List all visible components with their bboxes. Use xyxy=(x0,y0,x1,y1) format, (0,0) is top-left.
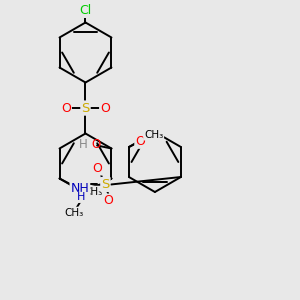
Text: S: S xyxy=(101,178,110,191)
Text: O: O xyxy=(103,194,113,208)
Text: S: S xyxy=(81,101,90,115)
Text: CH₃: CH₃ xyxy=(64,208,83,218)
Text: O: O xyxy=(92,161,102,175)
Text: NH: NH xyxy=(70,182,89,196)
Text: O: O xyxy=(135,135,145,148)
Text: CH₃: CH₃ xyxy=(83,187,103,196)
Text: O: O xyxy=(61,101,71,115)
Text: H: H xyxy=(79,138,88,152)
Text: CH₃: CH₃ xyxy=(144,130,163,140)
Text: O: O xyxy=(92,138,100,152)
Text: Cl: Cl xyxy=(80,4,92,17)
Text: H: H xyxy=(76,192,85,203)
Text: O: O xyxy=(100,101,110,115)
